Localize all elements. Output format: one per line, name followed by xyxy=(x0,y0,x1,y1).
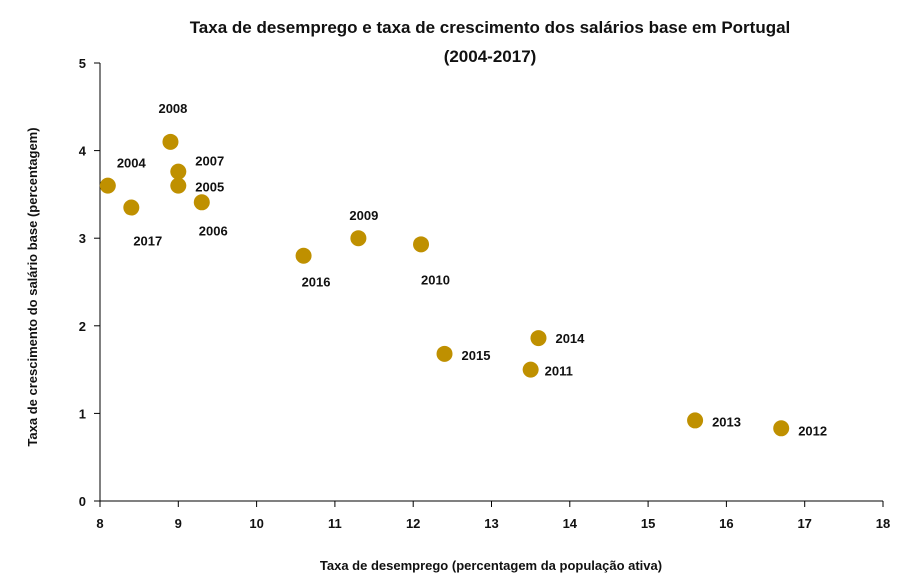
data-point-2011 xyxy=(522,361,539,378)
data-point-2013 xyxy=(687,412,704,429)
axes xyxy=(99,63,883,502)
data-point-2004 xyxy=(99,177,116,194)
y-axis-label: Taxa de crescimento do salário base (per… xyxy=(25,127,40,446)
x-tick-label: 12 xyxy=(406,516,420,531)
x-axis-label: Taxa de desemprego (percentagem da popul… xyxy=(320,558,662,573)
y-tick-label: 0 xyxy=(79,494,86,509)
y-tick-label: 4 xyxy=(79,144,87,159)
point-label-2005: 2005 xyxy=(195,180,224,195)
data-point-2010 xyxy=(413,236,430,253)
point-label-2011: 2011 xyxy=(545,364,573,379)
x-tick-label: 17 xyxy=(797,516,811,531)
point-label-2015: 2015 xyxy=(462,348,491,363)
data-point-2017 xyxy=(123,199,140,216)
point-label-2006: 2006 xyxy=(199,223,228,238)
x-tick-label: 18 xyxy=(876,516,890,531)
point-label-2013: 2013 xyxy=(712,414,741,429)
x-tick-label: 16 xyxy=(719,516,733,531)
point-label-2012: 2012 xyxy=(798,423,827,438)
x-tick-label: 8 xyxy=(96,516,103,531)
y-tick-label: 3 xyxy=(79,231,86,246)
data-point-2012 xyxy=(773,420,790,437)
x-tick-label: 11 xyxy=(328,516,342,531)
chart-title-line-2: (2004-2017) xyxy=(444,47,537,66)
x-tick-label: 13 xyxy=(484,516,498,531)
point-label-2017: 2017 xyxy=(133,234,162,249)
x-tick-label: 10 xyxy=(249,516,263,531)
x-ticks: 8 9 10 11 12 13 14 15 16 17 18 xyxy=(96,501,890,531)
data-point-2014 xyxy=(530,330,547,347)
x-tick-label: 9 xyxy=(175,516,182,531)
data-point-2005 xyxy=(170,177,187,194)
point-label-2007: 2007 xyxy=(195,154,224,169)
chart-title-line-1: Taxa de desemprego e taxa de crescimento… xyxy=(190,18,791,37)
data-point-2007 xyxy=(170,163,187,180)
point-label-2009: 2009 xyxy=(349,208,378,223)
data-point-2015 xyxy=(436,345,453,362)
y-tick-label: 1 xyxy=(79,406,86,421)
point-label-2010: 2010 xyxy=(421,272,450,287)
y-tick-label: 5 xyxy=(79,56,86,71)
x-tick-label: 15 xyxy=(641,516,655,531)
point-label-2016: 2016 xyxy=(302,275,331,290)
data-point-2009 xyxy=(350,230,367,247)
point-label-2004: 2004 xyxy=(117,156,147,171)
point-labels: 2004 2005 2006 2007 2008 2009 2010 2011 2012 2013… xyxy=(117,101,827,438)
data-point-2008 xyxy=(162,133,179,150)
y-ticks: 0 1 2 3 4 5 xyxy=(79,56,100,509)
data-point-2006 xyxy=(193,194,210,211)
data-point-2016 xyxy=(295,247,312,264)
point-label-2014: 2014 xyxy=(555,331,585,346)
x-tick-label: 14 xyxy=(563,516,578,531)
y-tick-label: 2 xyxy=(79,319,86,334)
data-points xyxy=(99,133,790,437)
point-label-2008: 2008 xyxy=(158,101,187,116)
